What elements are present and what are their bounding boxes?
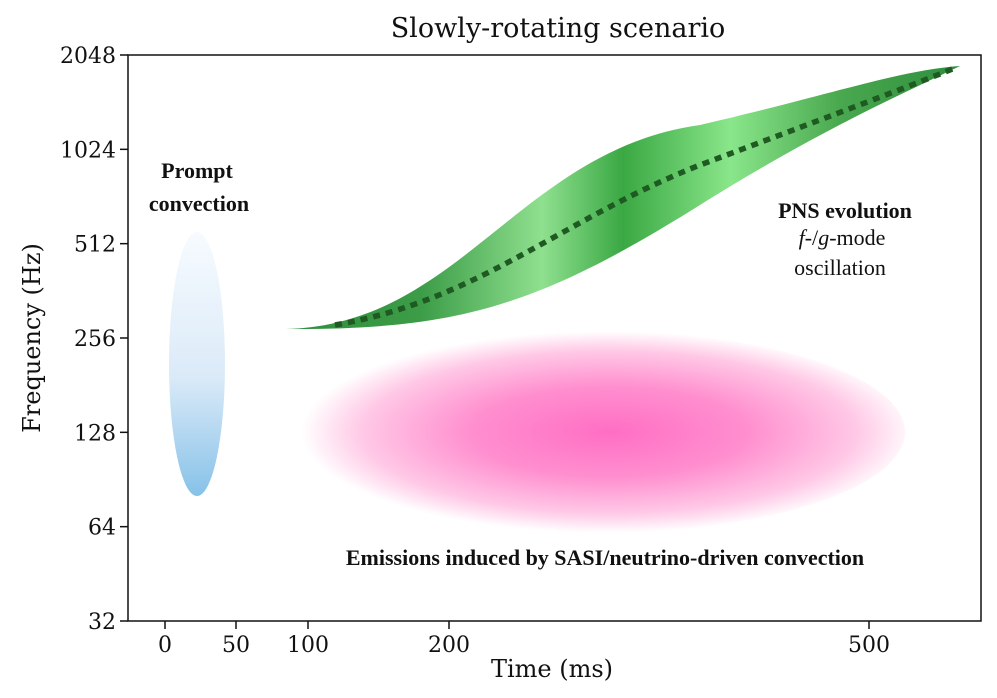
y-tick-label: 128	[74, 421, 116, 446]
pns-center-line	[334, 65, 957, 328]
x-tick-label: 500	[848, 633, 890, 658]
pns-label-oscillation: oscillation	[794, 255, 886, 280]
prompt-label-line2: convection	[149, 191, 249, 216]
sasi-label: Emissions induced by SASI/neutrino-drive…	[346, 545, 864, 570]
x-axis: 0 50 100 200 500	[158, 621, 890, 658]
y-tick-label: 1024	[60, 138, 116, 163]
pns-label-mode: f-/g-mode	[799, 225, 886, 250]
pns-label-title: PNS evolution	[778, 198, 912, 223]
prompt-label-line1: Prompt	[161, 158, 233, 183]
prompt-convection-region	[169, 232, 225, 496]
x-tick-label: 200	[428, 633, 470, 658]
y-tick-label: 32	[88, 610, 116, 635]
y-axis-label: Frequency (Hz)	[18, 243, 46, 433]
y-axis: 32 64 128 256 512 1024 2048	[60, 44, 128, 635]
y-tick-label: 256	[74, 327, 116, 352]
pns-label-rest: -mode	[829, 225, 885, 250]
x-tick-label: 100	[287, 633, 329, 658]
y-tick-label: 2048	[60, 44, 116, 69]
pns-label-f: f	[799, 225, 808, 250]
sasi-region	[289, 331, 905, 533]
pns-label-sep: -/	[805, 225, 819, 250]
pns-label-g: g	[818, 225, 829, 250]
chart-title: Slowly-rotating scenario	[391, 13, 726, 44]
x-axis-label: Time (ms)	[491, 655, 613, 683]
x-tick-label: 0	[158, 633, 172, 658]
y-tick-label: 512	[74, 233, 116, 258]
y-tick-label: 64	[88, 516, 116, 541]
x-tick-label: 50	[222, 633, 250, 658]
